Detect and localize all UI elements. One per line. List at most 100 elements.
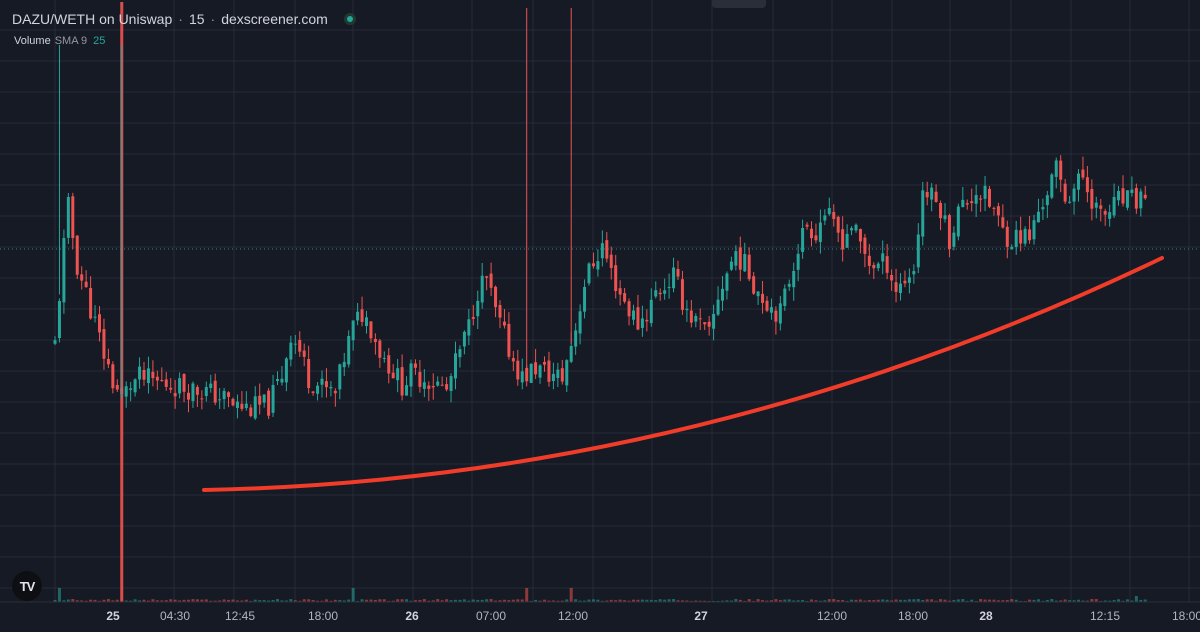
candle[interactable]: [57, 298, 61, 343]
candle[interactable]: [249, 404, 253, 418]
candle[interactable]: [605, 232, 609, 263]
candle[interactable]: [289, 335, 293, 367]
candle[interactable]: [53, 336, 57, 346]
candle[interactable]: [649, 288, 653, 327]
candle[interactable]: [854, 223, 858, 233]
candle[interactable]: [974, 184, 978, 217]
candle[interactable]: [235, 394, 239, 419]
candle[interactable]: [267, 388, 271, 420]
candle[interactable]: [890, 269, 894, 291]
candle[interactable]: [783, 284, 787, 311]
candle[interactable]: [881, 240, 885, 275]
candle[interactable]: [810, 221, 813, 247]
candle[interactable]: [591, 252, 595, 269]
candle[interactable]: [1032, 214, 1036, 245]
candle[interactable]: [707, 315, 711, 336]
candle[interactable]: [338, 363, 342, 400]
candle[interactable]: [467, 309, 471, 346]
candle[interactable]: [863, 233, 867, 268]
candle[interactable]: [1014, 220, 1018, 255]
candle[interactable]: [983, 176, 987, 212]
candle[interactable]: [204, 381, 208, 402]
candle[interactable]: [1103, 208, 1107, 226]
candle[interactable]: [996, 202, 1000, 227]
candle[interactable]: [574, 323, 578, 355]
candle[interactable]: [316, 381, 320, 401]
candle[interactable]: [827, 197, 831, 216]
candle[interactable]: [934, 184, 938, 203]
candle[interactable]: [1050, 172, 1054, 200]
candle[interactable]: [173, 379, 177, 409]
tradingview-logo-icon[interactable]: TV: [12, 571, 42, 601]
candle[interactable]: [1134, 183, 1138, 214]
candle[interactable]: [756, 291, 760, 305]
candle[interactable]: [1130, 176, 1134, 197]
candle[interactable]: [1041, 198, 1045, 221]
candle[interactable]: [988, 185, 991, 209]
candle[interactable]: [80, 266, 84, 290]
candle[interactable]: [872, 262, 876, 280]
candle[interactable]: [347, 330, 351, 368]
candle[interactable]: [129, 382, 133, 402]
candle[interactable]: [1117, 185, 1121, 206]
candle[interactable]: [365, 310, 368, 334]
candle[interactable]: [142, 362, 146, 386]
candle[interactable]: [1099, 198, 1103, 222]
candle[interactable]: [703, 322, 707, 330]
candle[interactable]: [769, 298, 773, 320]
candle[interactable]: [694, 313, 698, 328]
candle[interactable]: [284, 357, 288, 392]
candle[interactable]: [636, 294, 640, 331]
candle[interactable]: [765, 296, 769, 313]
candle[interactable]: [382, 351, 386, 363]
candle[interactable]: [431, 373, 435, 400]
candle[interactable]: [658, 288, 662, 301]
candle[interactable]: [413, 359, 417, 375]
candle[interactable]: [556, 362, 560, 388]
candle[interactable]: [244, 391, 248, 411]
market-status-icon[interactable]: [343, 13, 356, 25]
candle[interactable]: [1023, 226, 1027, 247]
candle[interactable]: [458, 345, 462, 368]
candle[interactable]: [1036, 198, 1040, 223]
candle[interactable]: [258, 383, 262, 415]
candle[interactable]: [814, 223, 818, 244]
candle[interactable]: [761, 280, 765, 314]
candle[interactable]: [1010, 244, 1014, 250]
candle[interactable]: [320, 370, 324, 398]
candle[interactable]: [792, 262, 796, 301]
candle[interactable]: [262, 394, 266, 408]
candle[interactable]: [912, 264, 916, 284]
candle[interactable]: [858, 228, 862, 254]
candle[interactable]: [494, 285, 498, 318]
candle[interactable]: [583, 279, 587, 319]
candle[interactable]: [956, 203, 960, 241]
candle[interactable]: [342, 352, 346, 377]
candle[interactable]: [200, 390, 204, 410]
candle[interactable]: [1143, 185, 1147, 200]
candle[interactable]: [191, 381, 195, 408]
candle[interactable]: [293, 334, 297, 355]
candle[interactable]: [489, 262, 493, 296]
candle[interactable]: [698, 308, 702, 330]
candle[interactable]: [1028, 215, 1032, 244]
candle[interactable]: [1045, 190, 1049, 219]
candle[interactable]: [133, 378, 137, 397]
candle[interactable]: [845, 224, 849, 248]
candle[interactable]: [903, 270, 907, 288]
candle[interactable]: [1068, 195, 1072, 204]
candle[interactable]: [151, 360, 155, 387]
candle[interactable]: [743, 242, 747, 273]
candle[interactable]: [418, 360, 422, 393]
candle[interactable]: [614, 254, 618, 299]
candle[interactable]: [422, 369, 426, 398]
candle[interactable]: [498, 300, 502, 329]
candle[interactable]: [1081, 156, 1085, 180]
candle[interactable]: [596, 249, 600, 277]
candle[interactable]: [560, 359, 564, 385]
candle[interactable]: [98, 306, 101, 342]
candle[interactable]: [178, 372, 182, 399]
candle[interactable]: [970, 188, 974, 212]
candle[interactable]: [62, 229, 66, 314]
candle[interactable]: [329, 381, 333, 397]
